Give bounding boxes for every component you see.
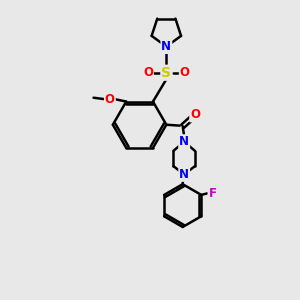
Text: O: O: [180, 66, 190, 79]
Text: N: N: [161, 40, 171, 53]
Text: O: O: [190, 108, 200, 122]
Text: F: F: [208, 187, 217, 200]
Text: N: N: [179, 168, 189, 181]
Text: O: O: [105, 93, 115, 106]
Text: O: O: [143, 66, 153, 79]
Text: S: S: [161, 66, 171, 80]
Text: N: N: [179, 135, 189, 148]
